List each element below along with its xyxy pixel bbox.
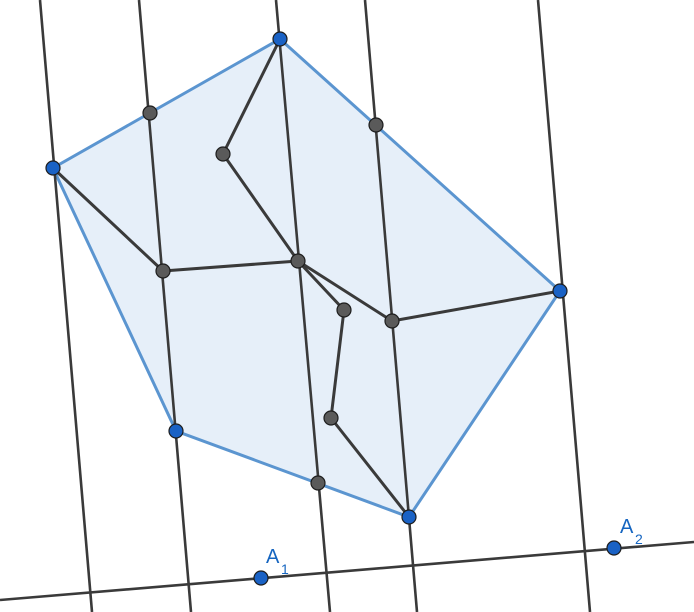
blue-point[interactable] [401, 509, 417, 525]
edge[interactable] [296, 259, 394, 323]
gray-point[interactable] [336, 302, 352, 318]
convex-hull-polygon[interactable] [51, 37, 562, 519]
label-a1-sub: 1 [281, 561, 289, 577]
edge[interactable] [390, 289, 562, 323]
gray-point[interactable] [323, 410, 339, 426]
parallel-line-1[interactable] [38, 0, 94, 612]
parallel-line-3[interactable] [274, 0, 332, 612]
gray-point[interactable] [310, 475, 326, 491]
edge[interactable] [221, 37, 282, 156]
parallel-line-2[interactable] [137, 0, 193, 612]
gray-points [142, 105, 400, 491]
tree-edges [51, 37, 562, 519]
gray-point[interactable] [290, 253, 306, 269]
gray-point[interactable] [384, 313, 400, 329]
label-a2-main: A [620, 516, 634, 538]
blue-points [45, 31, 622, 586]
label-a1-main: A [266, 546, 280, 568]
gray-point[interactable] [142, 105, 158, 121]
label-a2-sub: 2 [635, 531, 643, 547]
blue-point[interactable] [45, 160, 61, 176]
edge[interactable] [296, 259, 346, 312]
blue-point[interactable] [552, 283, 568, 299]
point-a1[interactable] [253, 570, 269, 586]
edge[interactable] [329, 416, 411, 519]
blue-point[interactable] [272, 31, 288, 47]
blue-point[interactable] [168, 423, 184, 439]
edge[interactable] [51, 166, 165, 273]
edge[interactable] [221, 152, 300, 263]
gray-point[interactable] [155, 263, 171, 279]
edge[interactable] [161, 259, 300, 273]
gray-point[interactable] [215, 146, 231, 162]
point-a2[interactable] [606, 540, 622, 556]
edge[interactable] [329, 308, 346, 420]
parallel-line-5[interactable] [536, 0, 592, 612]
gray-point[interactable] [368, 117, 384, 133]
base-line-a1-a2[interactable] [0, 540, 694, 602]
